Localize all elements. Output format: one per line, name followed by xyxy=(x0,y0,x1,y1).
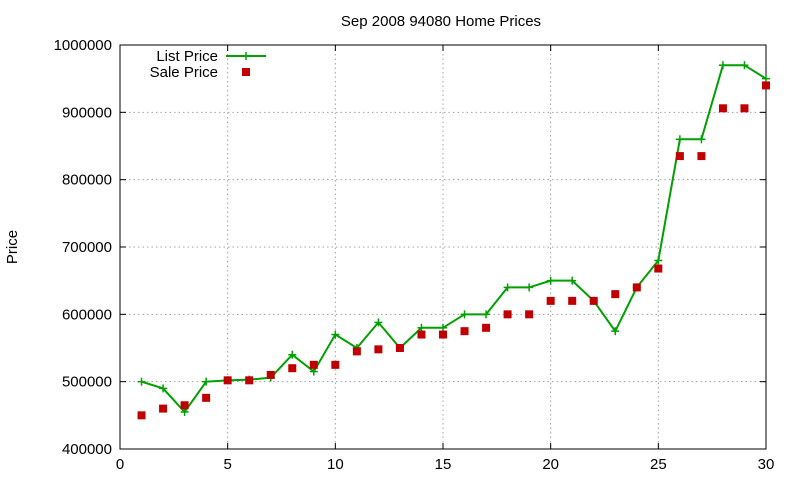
y-axis-label: Price xyxy=(4,230,21,264)
sale-price-point xyxy=(352,347,361,356)
sale-price-point xyxy=(374,345,383,354)
y-tick-label: 500000 xyxy=(62,374,112,391)
y-tick-label: 800000 xyxy=(62,172,112,189)
list-price-point xyxy=(654,256,663,265)
series-group xyxy=(137,61,770,420)
sale-price-point xyxy=(482,323,491,332)
legend-plus-marker xyxy=(242,52,250,60)
list-price-point xyxy=(611,327,620,336)
x-tick-label: 0 xyxy=(116,456,124,473)
y-tick-label: 900000 xyxy=(62,104,112,121)
list-price-point xyxy=(762,74,770,83)
list-price-point xyxy=(439,323,447,332)
sale-price-point xyxy=(137,411,146,420)
list-price-point xyxy=(309,367,318,376)
sale-price-point xyxy=(266,370,275,379)
chart-title: Sep 2008 94080 Home Prices xyxy=(341,13,541,30)
sale-price-point xyxy=(202,393,211,402)
list-price-point xyxy=(546,276,555,285)
list-price-point xyxy=(180,407,189,416)
sale-price-point xyxy=(525,310,534,319)
list-price-point xyxy=(525,283,534,292)
sale-price-point xyxy=(762,81,770,90)
sale-price-point xyxy=(223,376,232,385)
sale-price-point xyxy=(654,264,663,273)
sale-price-point xyxy=(245,376,254,385)
list-price-point xyxy=(503,283,512,292)
list-price-point xyxy=(417,323,426,332)
list-price-point xyxy=(460,310,469,319)
sale-price-point xyxy=(718,104,727,113)
sale-price-point xyxy=(439,330,447,339)
sale-price-point xyxy=(309,360,318,369)
list-price-point xyxy=(482,310,491,319)
sale-price-point xyxy=(331,360,340,369)
list-price-point xyxy=(740,61,749,70)
y-tick-label: 700000 xyxy=(62,239,112,256)
x-tick-label: 10 xyxy=(327,456,344,473)
sale-price-point xyxy=(740,104,749,113)
sale-price-point xyxy=(288,364,297,373)
list-price-point xyxy=(718,61,727,70)
legend-label: List Price xyxy=(156,48,218,65)
y-tick-label: 600000 xyxy=(62,306,112,323)
sale-price-point xyxy=(697,152,706,161)
sale-price-point xyxy=(460,327,469,336)
x-tick-label: 30 xyxy=(758,456,775,473)
list-price-point xyxy=(374,318,383,327)
y-tick-label: 400000 xyxy=(62,441,112,458)
x-tick-label: 5 xyxy=(223,456,231,473)
list-price-point xyxy=(675,135,684,144)
sale-price-point xyxy=(159,404,168,413)
list-price-point xyxy=(568,276,577,285)
list-price-point xyxy=(159,384,168,393)
legend-label: Sale Price xyxy=(150,64,218,81)
axis-ticks: 0 5 10 15 20 25 30 400000 500000 600000 700000 8000… xyxy=(54,37,775,473)
list-price-point xyxy=(202,377,211,386)
legend-square-marker xyxy=(242,68,250,76)
sale-price-point xyxy=(180,401,189,410)
list-price-point xyxy=(697,135,706,144)
y-tick-label: 1000000 xyxy=(54,37,112,54)
sale-price-point xyxy=(546,296,555,305)
list-price-point xyxy=(137,377,146,386)
sale-price-point xyxy=(675,152,684,161)
sale-price-point xyxy=(503,310,512,319)
sale-price-point xyxy=(568,296,577,305)
list-price-point xyxy=(288,350,297,359)
sale-price-point xyxy=(417,330,426,339)
sale-price-point xyxy=(589,296,598,305)
sale-price-point xyxy=(611,290,620,299)
list-price-point xyxy=(331,330,340,339)
sale-price-point xyxy=(632,283,641,292)
list-price-line xyxy=(141,64,767,414)
x-tick-label: 15 xyxy=(435,456,452,473)
sale-price-point xyxy=(395,344,404,352)
grid xyxy=(120,45,766,449)
x-tick-label: 25 xyxy=(650,456,667,473)
x-tick-label: 20 xyxy=(542,456,559,473)
